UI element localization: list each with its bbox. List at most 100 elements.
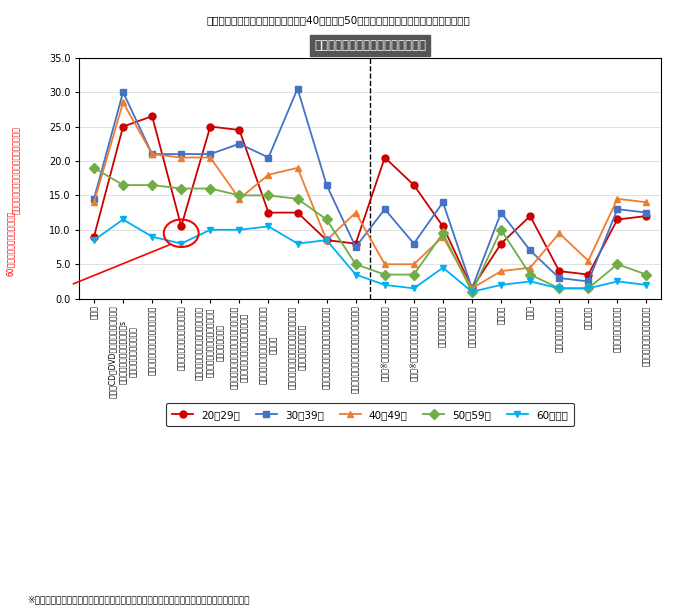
30〜39歳: [555, 275, 563, 282]
Line: 60歳以上: 60歳以上: [91, 216, 650, 295]
40〜49歳: [555, 230, 563, 237]
40〜49歳: [119, 99, 127, 106]
30〜39歳: [439, 199, 447, 206]
50〜59歳: [555, 284, 563, 292]
60歳以上: [177, 240, 185, 247]
20〜29歳: [642, 213, 650, 220]
50〜59歳: [352, 261, 360, 268]
40〜49歳: [90, 199, 98, 206]
30〜39歳: [322, 181, 331, 189]
20〜29歳: [497, 240, 505, 247]
Text: ネット経由の商品購入については、40代までと50代以降に、利用率に大きな格差が存在。: ネット経由の商品購入については、40代までと50代以降に、利用率に大きな格差が存…: [206, 15, 470, 25]
50〜59歳: [468, 288, 476, 295]
50〜59歳: [148, 181, 156, 189]
30〜39歳: [264, 154, 272, 161]
30〜39歳: [206, 150, 214, 158]
40〜49歳: [526, 264, 534, 272]
60歳以上: [119, 216, 127, 223]
20〜29歳: [90, 233, 98, 241]
30〜39歳: [410, 240, 418, 247]
30〜39歳: [352, 244, 360, 251]
40〜49歳: [352, 209, 360, 216]
30〜39歳: [497, 209, 505, 216]
50〜59歳: [584, 284, 592, 292]
Line: 40〜49歳: 40〜49歳: [91, 99, 650, 292]
60歳以上: [642, 281, 650, 289]
40〜49歳: [584, 257, 592, 264]
Title: 電子商取引の利用率（年代別比較）: 電子商取引の利用率（年代別比較）: [314, 40, 427, 52]
30〜39歳: [148, 150, 156, 158]
60歳以上: [148, 233, 156, 241]
30〜39歳: [642, 209, 650, 216]
40〜49歳: [613, 195, 621, 202]
60歳以上: [410, 284, 418, 292]
40〜49歳: [468, 284, 476, 292]
30〜39歳: [381, 205, 389, 213]
60歳以上: [352, 271, 360, 278]
50〜59歳: [526, 271, 534, 278]
50〜59歳: [119, 181, 127, 189]
20〜29歳: [235, 126, 243, 133]
30〜39歳: [90, 195, 98, 202]
50〜59歳: [206, 185, 214, 192]
30〜39歳: [613, 205, 621, 213]
40〜49歳: [177, 154, 185, 161]
60歳以上: [381, 281, 389, 289]
20〜29歳: [352, 240, 360, 247]
60歳以上: [468, 288, 476, 295]
60歳以上: [613, 278, 621, 285]
50〜59歳: [264, 192, 272, 199]
50〜59歳: [90, 164, 98, 172]
30〜39歳: [584, 278, 592, 285]
40〜49歳: [264, 171, 272, 178]
20〜29歳: [468, 284, 476, 292]
50〜59歳: [177, 185, 185, 192]
Legend: 20〜29歳, 30〜39歳, 40〜49歳, 50〜59歳, 60歳以上: 20〜29歳, 30〜39歳, 40〜49歳, 50〜59歳, 60歳以上: [166, 403, 575, 426]
20〜29歳: [381, 154, 389, 161]
Line: 50〜59歳: 50〜59歳: [91, 164, 650, 295]
20〜29歳: [148, 113, 156, 120]
50〜59歳: [642, 271, 650, 278]
40〜49歳: [497, 267, 505, 275]
60歳以上: [497, 281, 505, 289]
60歳以上: [206, 226, 214, 233]
60歳以上: [293, 240, 301, 247]
50〜59歳: [439, 230, 447, 237]
20〜29歳: [584, 271, 592, 278]
30〜39歳: [235, 140, 243, 147]
20〜29歳: [177, 223, 185, 230]
50〜59歳: [613, 261, 621, 268]
20〜29歳: [613, 216, 621, 223]
60歳以上: [235, 226, 243, 233]
Text: 食料品は、他の世代では大きく下がるが、: 食料品は、他の世代では大きく下がるが、: [12, 127, 22, 214]
50〜59歳: [322, 216, 331, 223]
40〜49歳: [439, 233, 447, 241]
30〜39歳: [293, 85, 301, 93]
50〜59歳: [381, 271, 389, 278]
Text: ※　当該世代のインターネット利用者のうち、当該品目の購入経験がある者の割合を示す。: ※ 当該世代のインターネット利用者のうち、当該品目の購入経験がある者の割合を示す…: [27, 595, 249, 604]
30〜39歳: [177, 150, 185, 158]
40〜49歳: [148, 150, 156, 158]
50〜59歳: [410, 271, 418, 278]
50〜59歳: [293, 195, 301, 202]
Line: 30〜39歳: 30〜39歳: [91, 85, 650, 292]
Text: 60歳代以上では相対的に高い: 60歳代以上では相対的に高い: [5, 211, 15, 276]
20〜29歳: [206, 123, 214, 130]
20〜29歳: [555, 267, 563, 275]
20〜29歳: [410, 181, 418, 189]
60歳以上: [555, 284, 563, 292]
40〜49歳: [381, 261, 389, 268]
20〜29歳: [526, 213, 534, 220]
30〜39歳: [468, 284, 476, 292]
60歳以上: [90, 236, 98, 244]
60歳以上: [526, 278, 534, 285]
40〜49歳: [293, 164, 301, 172]
40〜49歳: [322, 236, 331, 244]
60歳以上: [439, 264, 447, 272]
40〜49歳: [642, 199, 650, 206]
20〜29歳: [264, 209, 272, 216]
50〜59歳: [497, 226, 505, 233]
40〜49歳: [206, 154, 214, 161]
60歳以上: [584, 284, 592, 292]
40〜49歳: [410, 261, 418, 268]
